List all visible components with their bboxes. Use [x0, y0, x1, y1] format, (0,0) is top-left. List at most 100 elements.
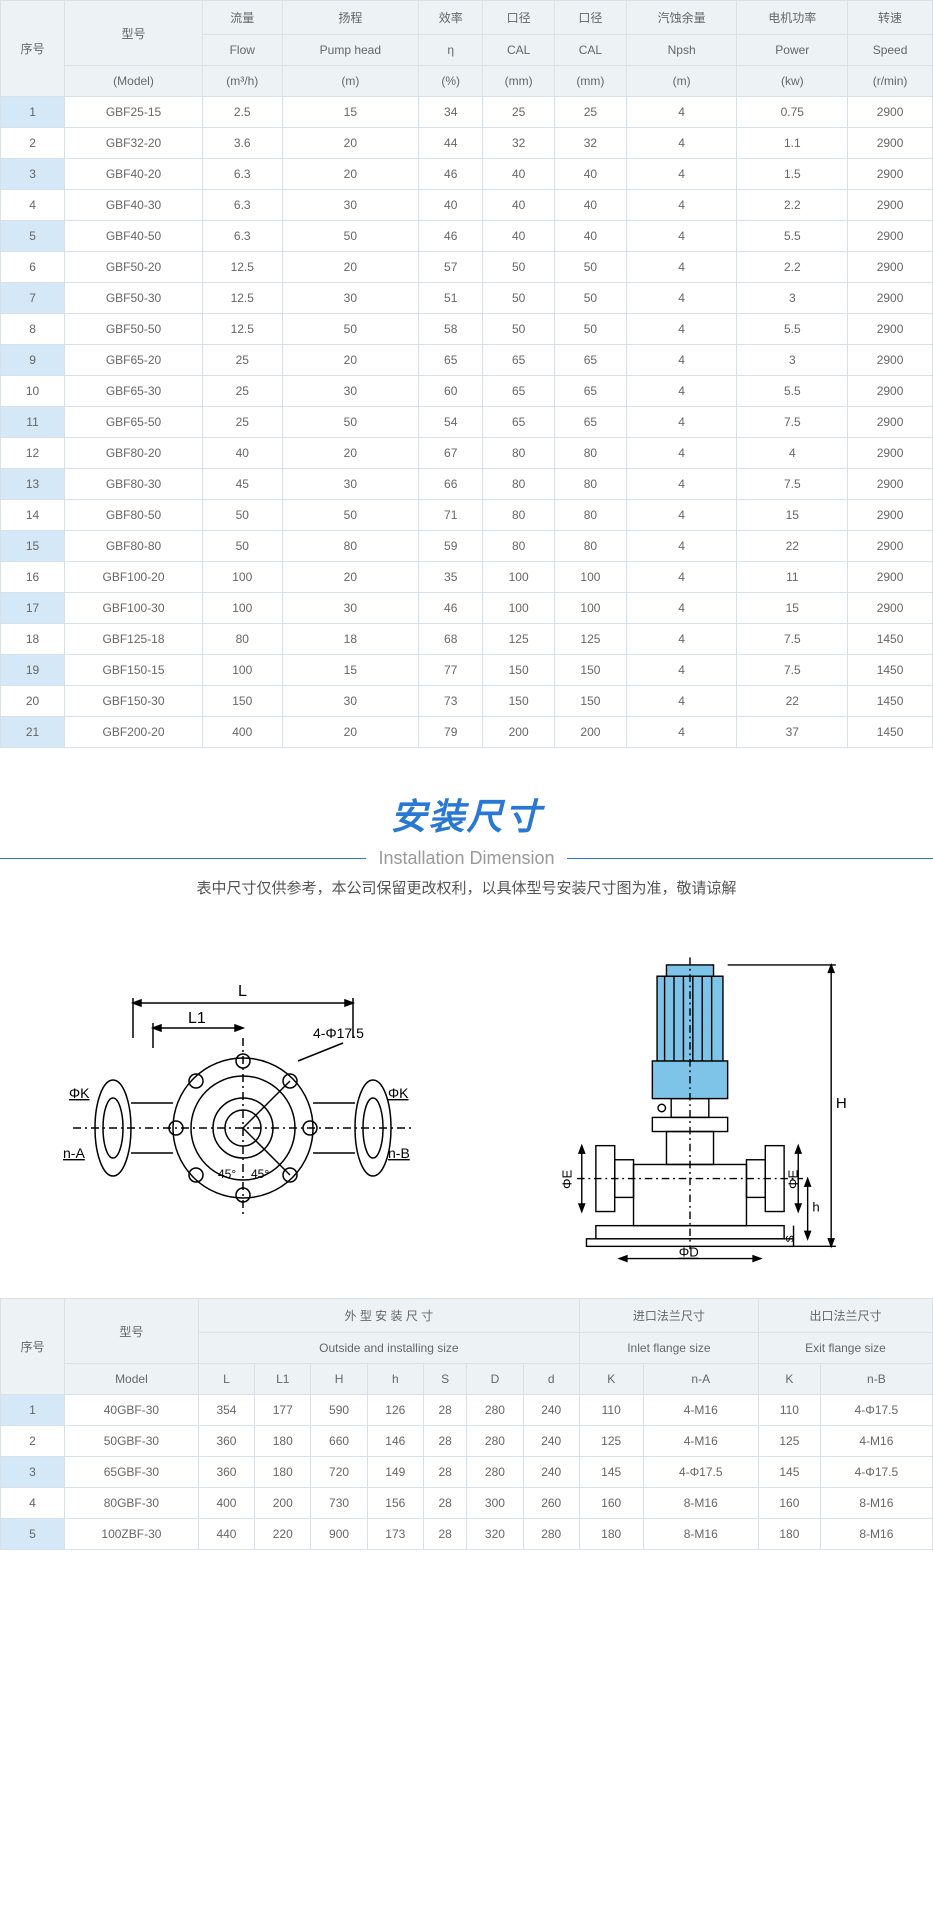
cell: 45	[202, 469, 282, 500]
cell: 4	[626, 345, 737, 376]
cell: GBF32-20	[65, 128, 203, 159]
cell: 4	[626, 593, 737, 624]
cell: 4	[626, 717, 737, 748]
cell: 30	[282, 376, 419, 407]
cell: 1450	[848, 624, 933, 655]
cell: 2900	[848, 97, 933, 128]
cell: 32	[555, 128, 627, 159]
cell: 65	[555, 345, 627, 376]
t2-idx: 序号	[1, 1299, 65, 1395]
cell: 2900	[848, 376, 933, 407]
spec-table: 序号 型号 流量 扬程 效率 口径 口径 汽蚀余量 电机功率 转速 Flow P…	[0, 0, 933, 748]
cell: GBF65-30	[65, 376, 203, 407]
cell: GBF25-15	[65, 97, 203, 128]
cell: 20	[282, 717, 419, 748]
cell: 50GBF-30	[65, 1426, 199, 1457]
cell: 21	[1, 717, 65, 748]
cell: 660	[311, 1426, 367, 1457]
cell: 25	[555, 97, 627, 128]
cell: 40	[483, 159, 555, 190]
th-eff-en: η	[419, 35, 483, 66]
cell: 2	[1, 1426, 65, 1457]
cell: 80GBF-30	[65, 1488, 199, 1519]
cell: 125	[483, 624, 555, 655]
cell: 13	[1, 469, 65, 500]
th-flow-cn: 流量	[202, 1, 282, 35]
th-cal1-cn: 口径	[483, 1, 555, 35]
cell: 4-M16	[643, 1395, 758, 1426]
cell: 360	[198, 1426, 254, 1457]
th-power-en: Power	[737, 35, 848, 66]
cell: 80	[483, 531, 555, 562]
cell: 100	[483, 593, 555, 624]
cell: GBF80-20	[65, 438, 203, 469]
cell: 80	[555, 531, 627, 562]
cell: 2900	[848, 221, 933, 252]
table-row: 5GBF40-506.35046404045.52900	[1, 221, 933, 252]
table-row: 18GBF125-1880186812512547.51450	[1, 624, 933, 655]
table-row: 12GBF80-204020678080442900	[1, 438, 933, 469]
cell: 65	[555, 407, 627, 438]
th-speed-en: Speed	[848, 35, 933, 66]
cell: 54	[419, 407, 483, 438]
cell: 240	[523, 1395, 579, 1426]
cell: 4	[626, 314, 737, 345]
th-flow-en: Flow	[202, 35, 282, 66]
cell: 65GBF-30	[65, 1457, 199, 1488]
cell: 2900	[848, 128, 933, 159]
th-model-en: (Model)	[65, 66, 203, 97]
cell: 30	[282, 469, 419, 500]
table-row: 13GBF80-30453066808047.52900	[1, 469, 933, 500]
cell: 40	[555, 190, 627, 221]
cell: 0.75	[737, 97, 848, 128]
cell: GBF40-30	[65, 190, 203, 221]
cell: 4	[626, 686, 737, 717]
cell: 5.5	[737, 314, 848, 345]
cell: 60	[419, 376, 483, 407]
cell: GBF125-18	[65, 624, 203, 655]
cell: 80	[483, 500, 555, 531]
cell: 180	[579, 1519, 643, 1550]
section-title-en: Installation Dimension	[0, 848, 933, 869]
cell: 260	[523, 1488, 579, 1519]
cell: 4-Φ17.5	[820, 1457, 932, 1488]
cell: 8-M16	[820, 1488, 932, 1519]
t2-exit-en: Exit flange size	[758, 1333, 932, 1364]
cell: 4	[626, 159, 737, 190]
t2-K1: K	[579, 1364, 643, 1395]
svg-text:L1: L1	[188, 1010, 206, 1027]
cell: 150	[555, 686, 627, 717]
cell: 6	[1, 252, 65, 283]
table-row: 15GBF80-8050805980804222900	[1, 531, 933, 562]
t2-inlet-cn: 进口法兰尺寸	[579, 1299, 758, 1333]
cell: 73	[419, 686, 483, 717]
cell: GBF150-30	[65, 686, 203, 717]
cell: 300	[467, 1488, 523, 1519]
cell: 150	[555, 655, 627, 686]
cell: 5.5	[737, 376, 848, 407]
cell: 2900	[848, 190, 933, 221]
cell: 4	[626, 438, 737, 469]
cell: 400	[198, 1488, 254, 1519]
cell: 1	[1, 97, 65, 128]
cell: 4	[626, 407, 737, 438]
cell: 125	[579, 1426, 643, 1457]
t2-exit-cn: 出口法兰尺寸	[758, 1299, 932, 1333]
cell: 156	[367, 1488, 423, 1519]
cell: 7.5	[737, 624, 848, 655]
cell: 125	[758, 1426, 820, 1457]
t2-nB: n-B	[820, 1364, 932, 1395]
cell: 1450	[848, 717, 933, 748]
cell: 200	[483, 717, 555, 748]
cell: 4	[626, 128, 737, 159]
cell: 6.3	[202, 221, 282, 252]
cell: 15	[282, 97, 419, 128]
cell: 50	[555, 283, 627, 314]
cell: 2900	[848, 531, 933, 562]
cell: 4	[626, 376, 737, 407]
cell: 4-M16	[643, 1426, 758, 1457]
cell: GBF100-30	[65, 593, 203, 624]
cell: 6.3	[202, 159, 282, 190]
cell: 15	[737, 500, 848, 531]
cell: 2900	[848, 252, 933, 283]
